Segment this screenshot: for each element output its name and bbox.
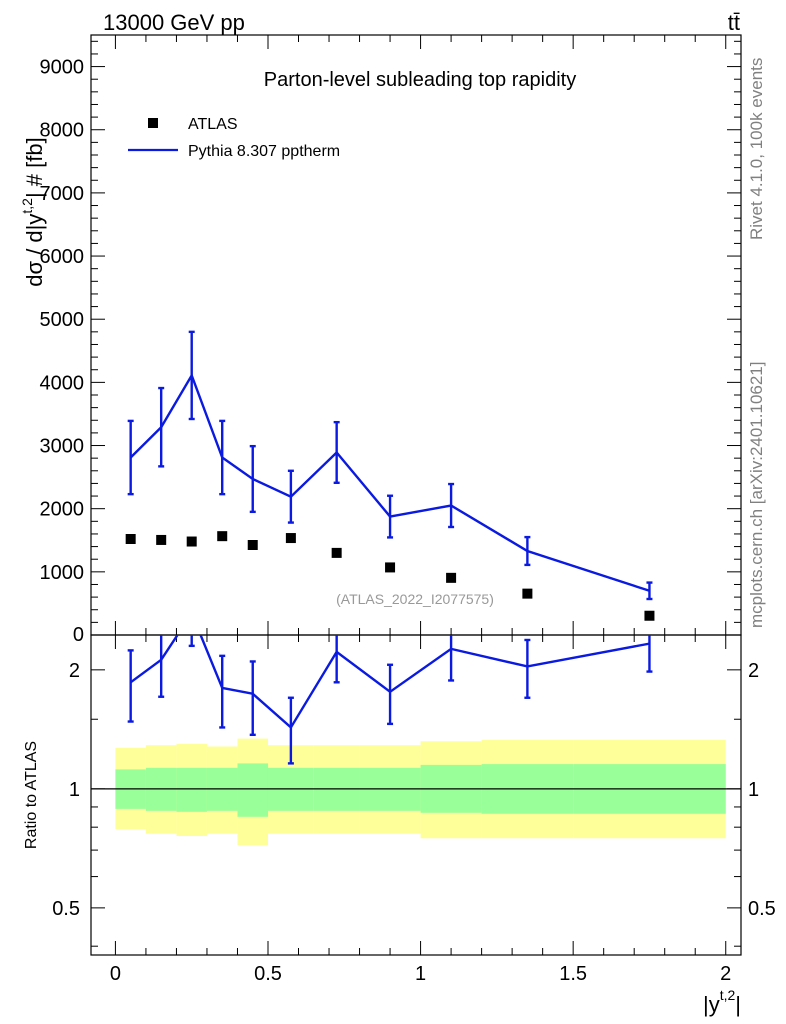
legend-atlas-marker bbox=[148, 118, 158, 128]
y-tick-label: 1000 bbox=[40, 562, 85, 584]
chart-title: Parton-level subleading top rapidity bbox=[264, 69, 576, 91]
y-tick-label: 7000 bbox=[40, 183, 85, 205]
main-y-axis-label: dσ / d|yt,2| # [fb] bbox=[19, 137, 47, 286]
x-tick-label: 0 bbox=[110, 963, 121, 985]
y-tick-label: 4000 bbox=[40, 372, 85, 394]
band-inner bbox=[176, 767, 207, 812]
band-inner bbox=[237, 763, 268, 817]
y-tick-label: 5000 bbox=[40, 309, 85, 331]
ratio-y-tick-label-right: 1 bbox=[748, 779, 759, 801]
main-x-ticks bbox=[114, 35, 727, 635]
x-tick-label: 1.5 bbox=[559, 963, 587, 985]
legend-atlas-label: ATLAS bbox=[188, 116, 238, 133]
legend: ATLAS Pythia 8.307 pptherm bbox=[128, 116, 340, 160]
energy-label: 13000 GeV pp bbox=[103, 10, 245, 35]
main-series-layer bbox=[125, 330, 655, 621]
x-axis-label: |yt,2| bbox=[703, 987, 741, 1017]
atlas-point bbox=[186, 536, 197, 547]
atlas-point bbox=[156, 534, 167, 545]
ratio-y-tick-label: 1 bbox=[69, 779, 80, 801]
ratio-axes: 0 0.5 1 1.5 2 0.5 0.5 1 1 2 2 bbox=[52, 635, 776, 985]
y-tick-label: 3000 bbox=[40, 436, 85, 458]
ratio-y-axis-label: Ratio to ATLAS bbox=[23, 741, 40, 849]
y-tick-label-zero: 0 bbox=[73, 624, 84, 646]
process-label: tt̄ bbox=[728, 10, 740, 35]
ratio-y-tick-label-right: 2 bbox=[748, 660, 759, 682]
main-panel: 1000 2000 3000 4000 5000 6000 7000 8000 9000 0 Pa… bbox=[19, 34, 742, 646]
svg-text:dσ / d|yt,2| # [fb]: dσ / d|yt,2| # [fb] bbox=[19, 137, 47, 286]
ratio-line bbox=[129, 635, 650, 730]
ratio-y-tick-label: 0.5 bbox=[52, 898, 80, 920]
atlas-point bbox=[446, 572, 457, 583]
ratio-frame bbox=[90, 634, 742, 956]
atlas-point bbox=[644, 610, 655, 621]
x-tick-label: 1 bbox=[415, 963, 426, 985]
atlas-point bbox=[247, 540, 258, 550]
x-tick-label: 0.5 bbox=[254, 963, 282, 985]
svg-text:|yt,2|: |yt,2| bbox=[703, 987, 741, 1017]
ratio-clipped bbox=[127, 635, 653, 765]
atlas-point bbox=[331, 547, 342, 558]
mcplots-label: mcplots.cern.ch [arXiv:2401.10621] bbox=[747, 362, 766, 628]
y-tick-label: 9000 bbox=[40, 57, 85, 79]
ratio-panel: 0 0.5 1 1.5 2 0.5 0.5 1 1 2 2 Ratio to ATLAS |yt,2… bbox=[23, 634, 776, 1017]
ratio-y-tick-label-right: 0.5 bbox=[748, 898, 776, 920]
atlas-point bbox=[522, 588, 533, 599]
y-tick-label: 8000 bbox=[40, 120, 85, 142]
atlas-point bbox=[217, 531, 228, 542]
ratio-y-tick-label: 2 bbox=[69, 660, 80, 682]
main-y-axis: 1000 2000 3000 4000 5000 6000 7000 8000 9000 0 bbox=[40, 40, 741, 646]
x-tick-label: 2 bbox=[720, 963, 731, 985]
y-tick-label: 2000 bbox=[40, 499, 85, 521]
y-tick-label: 6000 bbox=[40, 246, 85, 268]
atlas-point bbox=[285, 533, 296, 544]
watermark-label: (ATLAS_2022_I2077575) bbox=[336, 591, 494, 607]
mc-line bbox=[129, 372, 650, 592]
ratio-bands bbox=[115, 738, 726, 846]
rivet-label: Rivet 4.1.0, 100k events bbox=[747, 58, 766, 240]
ratio-series-layer bbox=[127, 635, 653, 765]
atlas-point bbox=[385, 562, 396, 573]
atlas-point bbox=[125, 534, 136, 544]
legend-pythia-label: Pythia 8.307 pptherm bbox=[188, 143, 340, 160]
